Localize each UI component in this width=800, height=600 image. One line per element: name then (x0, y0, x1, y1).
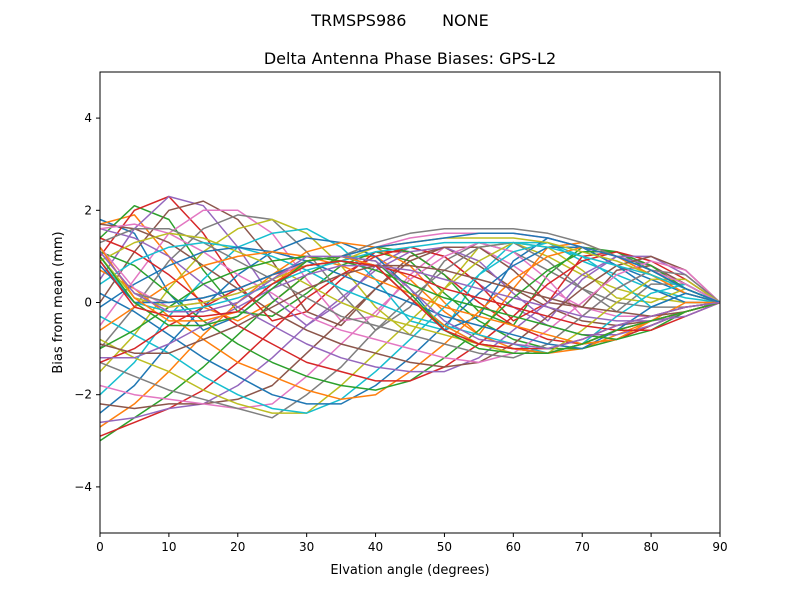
x-tick-label: 20 (230, 540, 245, 554)
x-tick-label: 0 (96, 540, 104, 554)
y-tick-label: 2 (84, 203, 92, 217)
x-tick-label: 80 (643, 540, 658, 554)
y-tick-label: −2 (74, 388, 92, 402)
series-line (99, 214, 721, 350)
series-line (99, 264, 721, 354)
x-axis: 0 10 20 30 40 50 60 70 80 90 (96, 533, 728, 554)
x-tick-label: 30 (299, 540, 314, 554)
series-line (99, 241, 721, 414)
y-tick-label: −4 (74, 480, 92, 494)
series-line (99, 232, 721, 304)
x-tick-label: 60 (506, 540, 521, 554)
y-axis-label: Bias from mean (mm) (51, 231, 66, 373)
chart-title: Delta Antenna Phase Biases: GPS-L2 (264, 49, 556, 68)
series-line (99, 255, 721, 354)
plot-area (99, 195, 721, 442)
y-axis: −4 −2 0 2 4 (74, 111, 100, 494)
series-line (99, 241, 721, 313)
y-tick-label: 4 (84, 111, 92, 125)
series-line (99, 255, 721, 350)
x-tick-label: 10 (161, 540, 176, 554)
series-line (99, 251, 721, 350)
x-tick-label: 70 (575, 540, 590, 554)
series-line (99, 241, 721, 354)
x-tick-label: 40 (368, 540, 383, 554)
series-line (99, 241, 721, 414)
x-axis-label: Elvation angle (degrees) (330, 563, 489, 578)
x-tick-label: 50 (437, 540, 452, 554)
y-tick-label: 0 (84, 296, 92, 310)
series-line (99, 232, 721, 354)
chart-suptitle: TRMSPS986 NONE (310, 11, 488, 30)
x-tick-label: 90 (712, 540, 727, 554)
